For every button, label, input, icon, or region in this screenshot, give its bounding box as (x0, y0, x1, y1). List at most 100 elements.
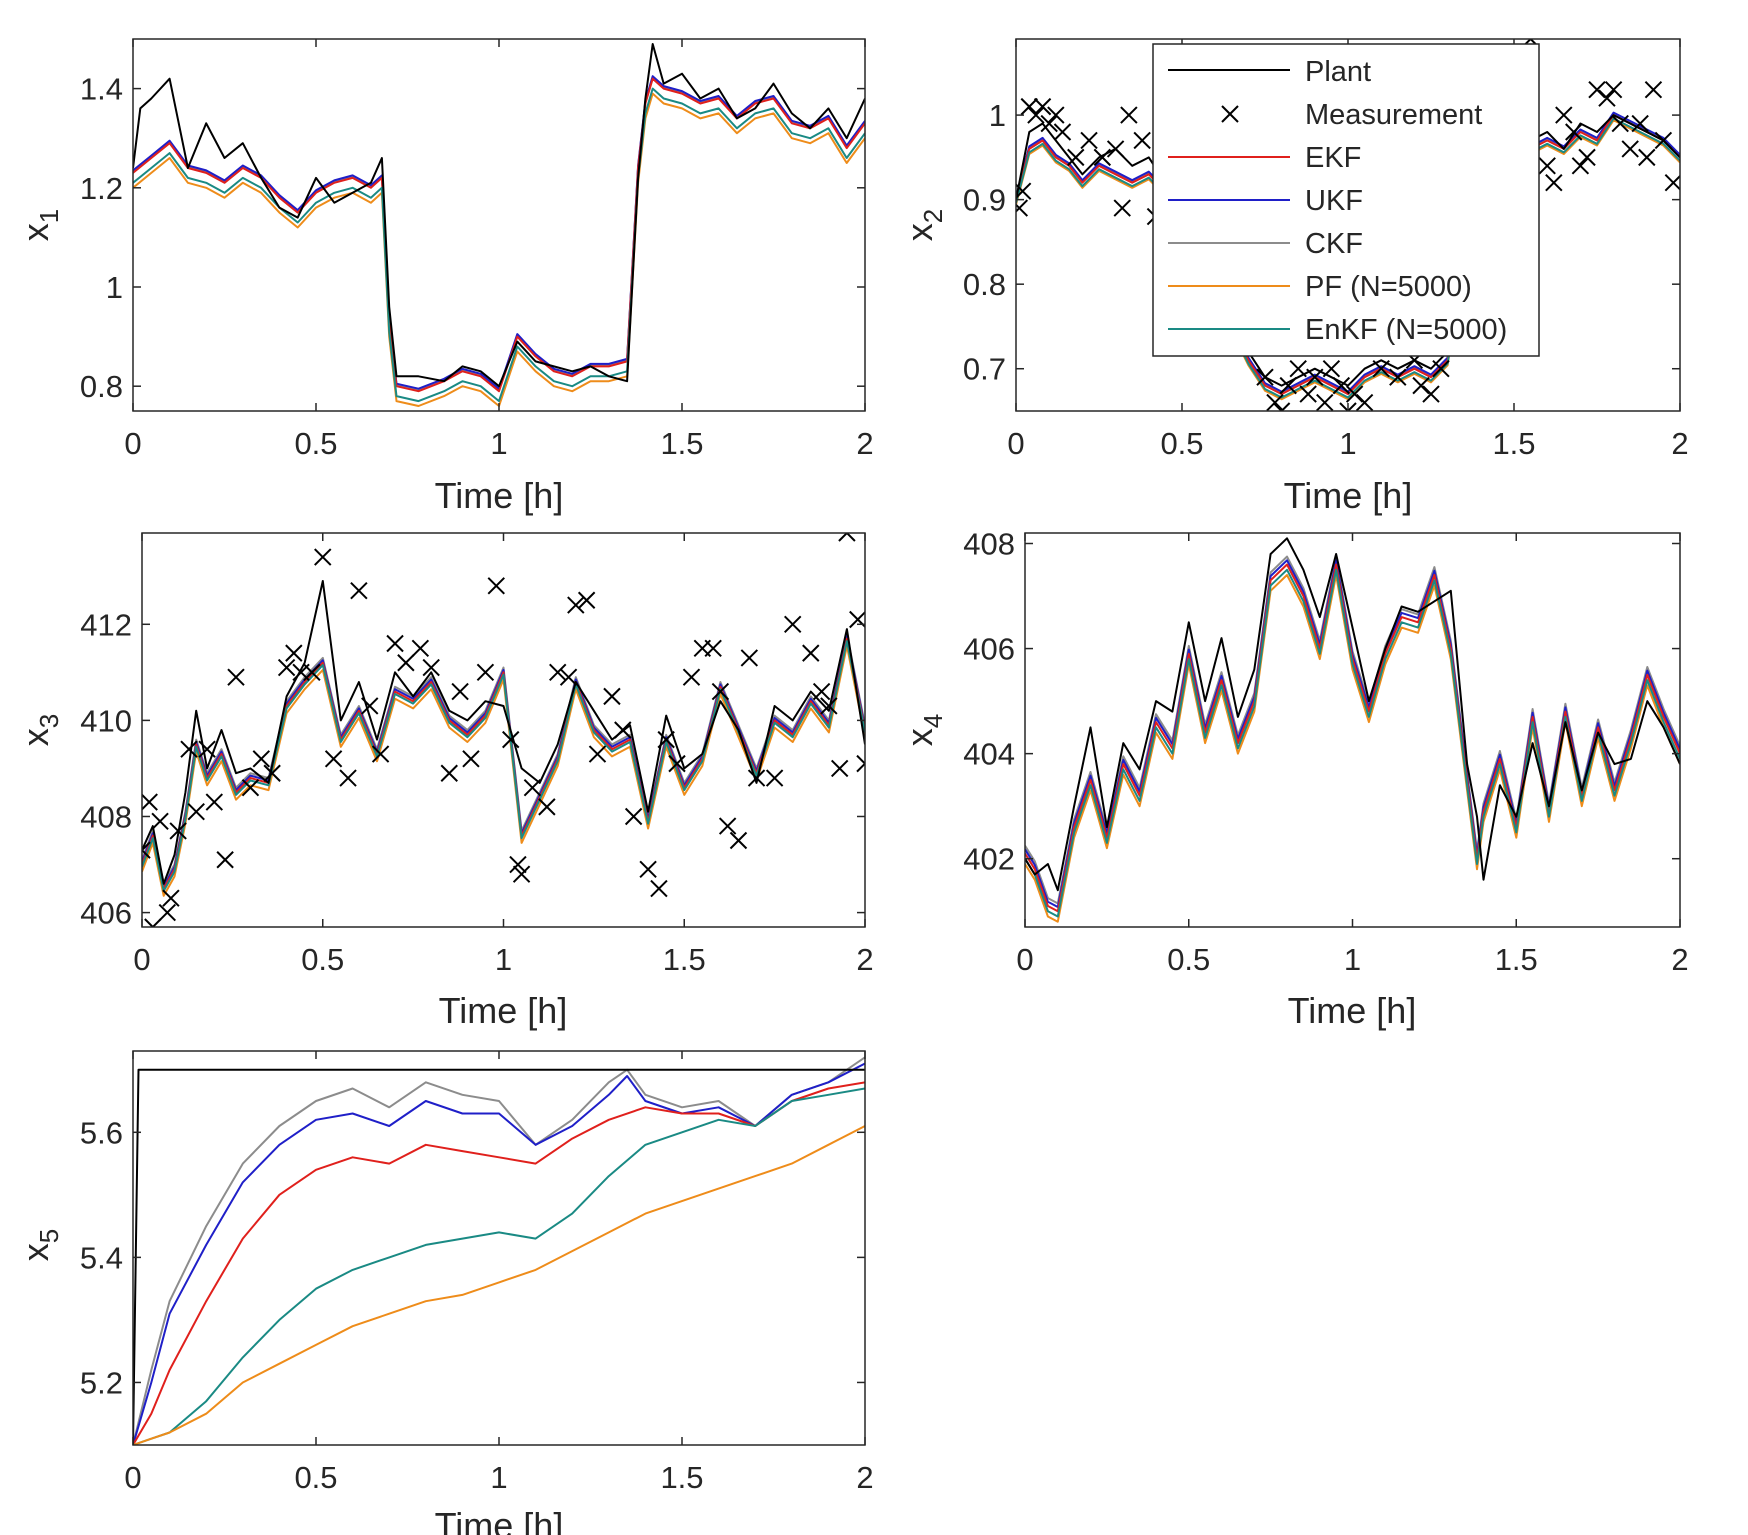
y-tick-label-x5: 5.6 (80, 1115, 123, 1150)
measurement-marker-x2 (1272, 402, 1291, 411)
measurement-marker-x3 (567, 596, 585, 614)
y-tick-label-x4: 408 (963, 527, 1015, 562)
y-tick-label-x3: 410 (80, 703, 132, 738)
y-tick-label-x3: 408 (80, 799, 132, 834)
data-lines-x4 (1025, 537, 1680, 923)
measurement-marker-x3 (462, 750, 480, 768)
measurement-marker-x2 (1345, 385, 1364, 403)
y-tick-label-x2: 0.9 (963, 183, 1006, 218)
y-tick-label-x4: 402 (963, 842, 1015, 877)
legend-label-measurement: Measurement (1305, 99, 1482, 131)
x-tick-label-x5: 0 (124, 1460, 141, 1495)
ticks-x5: 0 0.5 1 1.5 2 5.2 5.4 5.6 (80, 1051, 874, 1495)
measurement-marker-x3 (169, 822, 187, 840)
x-tick-label-x5: 0.5 (294, 1460, 337, 1495)
legend-label-ukf: UKF (1305, 185, 1363, 217)
y-tick-label-x2: 1 (989, 98, 1006, 133)
y-tick-label-x4: 406 (963, 632, 1015, 667)
measurement-marker-x3 (538, 798, 556, 816)
measurement-marker-x2 (1016, 182, 1032, 200)
series-line-pf-n-5000-x5 (133, 1125, 865, 1445)
measurement-marker-x2 (1279, 376, 1297, 395)
measurement-marker-x3 (577, 591, 596, 609)
series-line-ekf-x5 (133, 1081, 865, 1445)
series-line-enkf-n-5000-x2 (1016, 117, 1680, 399)
measurement-marker-x2 (1120, 106, 1138, 124)
measurement-marker-x3 (277, 658, 296, 677)
x-tick-label-x2: 0.5 (1160, 426, 1203, 461)
measurement-marker-x3 (241, 778, 260, 797)
measurement-marker-x3 (227, 668, 245, 686)
measurement-marker-x3 (252, 750, 271, 768)
measurement-marker-x3 (740, 649, 759, 667)
x-tick-label-x3: 2 (856, 942, 873, 977)
measurement-marker-x2 (1631, 114, 1649, 133)
measurement-marker-x3 (339, 769, 357, 787)
x-tick-label-x3: 1.5 (663, 942, 706, 977)
y-tick-label-x3: 412 (80, 607, 132, 642)
measurement-marker-x3 (263, 764, 281, 782)
measurement-marker-x3 (422, 658, 440, 677)
measurement-marker-x3 (512, 865, 531, 883)
measurement-marker-x2 (1432, 360, 1450, 378)
x-tick-label-x4: 0.5 (1167, 942, 1210, 977)
ylabel-x4: x4 (899, 714, 948, 746)
x-tick-label-x4: 0 (1016, 942, 1033, 977)
legend-entry-ukf: UKF (1168, 185, 1363, 217)
measurement-marker-x3 (142, 793, 158, 811)
legend-entry-measurement: Measurement (1221, 99, 1482, 131)
measurement-marker-x3 (559, 668, 578, 686)
measurement-marker-x3 (639, 860, 657, 879)
legend-entry-plant: Plant (1168, 56, 1371, 88)
xlabel-x5: Time [h] (435, 1505, 564, 1535)
measurement-marker-x3 (440, 764, 458, 782)
measurement-marker-x3 (509, 855, 527, 874)
measurement-marker-x3 (729, 831, 748, 850)
measurement-marker-x2 (1020, 97, 1038, 116)
measurement-marker-x3 (142, 841, 151, 859)
series-line-enkf-n-5000-x4 (1025, 568, 1680, 918)
measurement-marker-x2 (1611, 114, 1629, 133)
axes-frame-x4 (1024, 532, 1681, 928)
legend-label-ckf: CKF (1305, 228, 1363, 260)
legend-swatch-measurement (1221, 105, 1239, 123)
legend-label-enkf: EnKF (N=5000) (1305, 314, 1507, 346)
plot-area-x4 (1025, 533, 1680, 927)
measurement-marker-x2 (1571, 157, 1590, 175)
measurement-marker-x3 (361, 697, 379, 715)
measurement-marker-x3 (216, 851, 234, 869)
measurement-marker-x3 (158, 903, 177, 922)
measurement-marker-x3 (783, 615, 802, 633)
xlabel-x3: Time [h] (439, 990, 568, 1031)
x-tick-label-x3: 1 (495, 942, 512, 977)
measurement-marker-x2 (1106, 140, 1125, 158)
measurement-marker-x3 (682, 668, 701, 686)
measurement-marker-x3 (371, 745, 390, 763)
legend-label-pf: PF (N=5000) (1305, 271, 1472, 303)
measurement-marker-x3 (624, 807, 643, 826)
series-line-ukf-x5 (133, 1062, 865, 1445)
measurement-marker-x2 (1412, 376, 1430, 395)
measurement-marker-x2 (1027, 106, 1045, 124)
y-tick-label-x4: 404 (963, 737, 1015, 772)
measurement-marker-x2 (1355, 393, 1374, 411)
axes-frame-x3 (141, 532, 866, 928)
series-line-ckf-x5 (133, 1056, 865, 1445)
measurement-marker-x2 (1555, 106, 1573, 124)
x-tick-label-x4: 1 (1344, 942, 1361, 977)
legend-label-ekf: EKF (1305, 142, 1361, 174)
measurement-marker-x2 (1422, 385, 1440, 403)
measurement-marker-x2 (1565, 123, 1583, 141)
series-line-plant-x4 (1025, 537, 1680, 892)
measurement-marker-x2 (1545, 174, 1563, 192)
measurement-marker-x2 (1621, 140, 1639, 158)
measurement-marker-x3 (523, 778, 542, 797)
measurement-marker-x2 (1133, 131, 1151, 150)
measurement-marker-x2 (1538, 157, 1556, 175)
measurement-marker-x3 (144, 918, 162, 927)
measurement-marker-x2 (1664, 174, 1680, 192)
measurement-marker-x2 (1033, 97, 1052, 116)
measurement-marker-x2 (1080, 131, 1098, 150)
measurement-marker-x3 (451, 682, 469, 701)
